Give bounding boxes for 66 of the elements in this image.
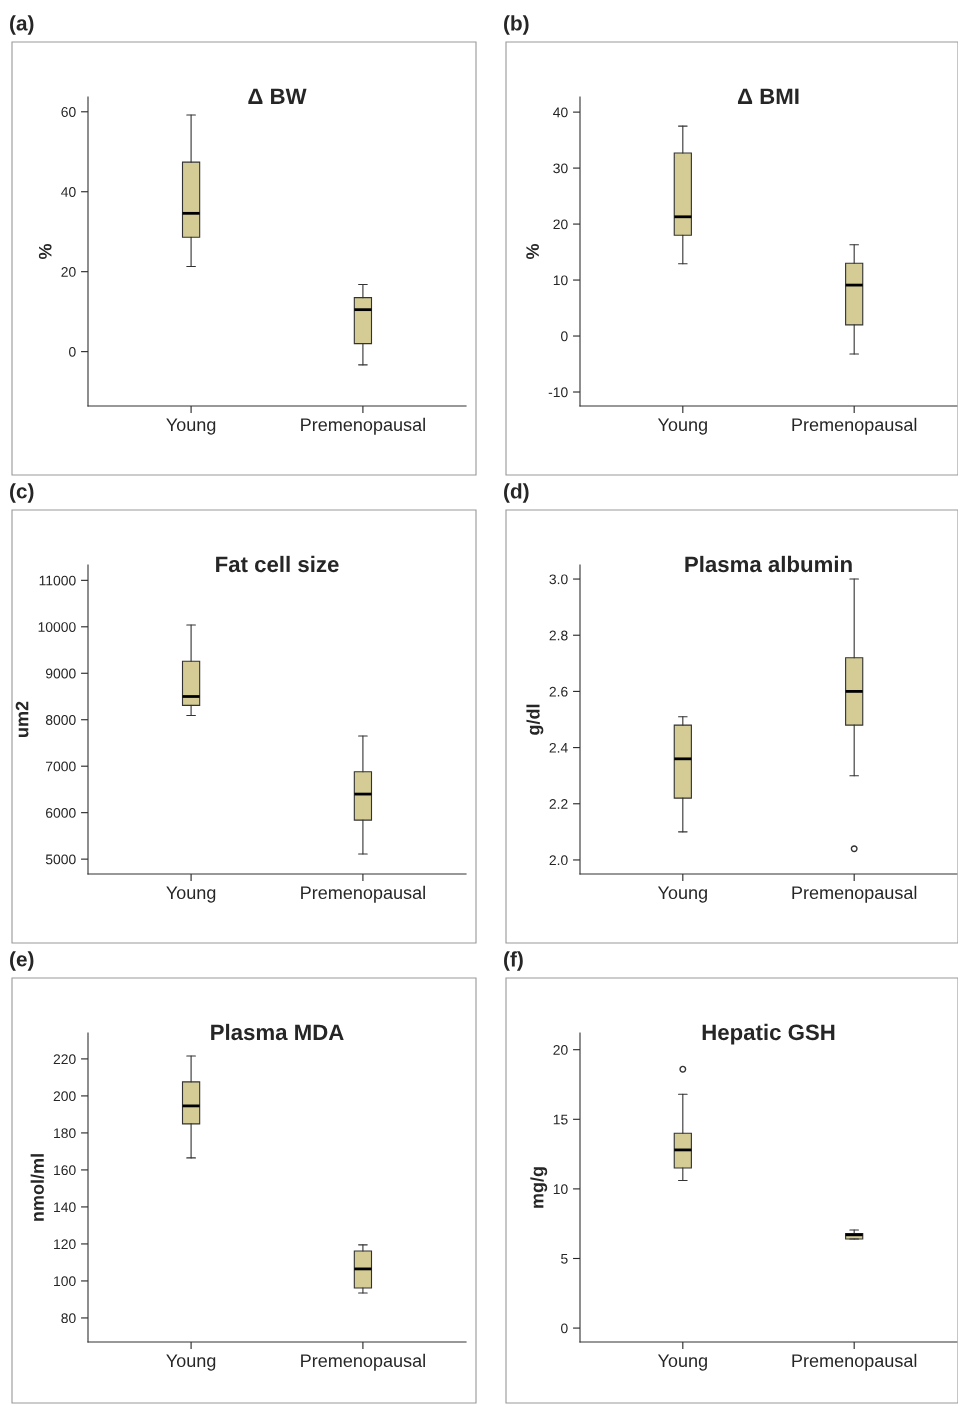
y-tick-label: 11000 xyxy=(39,575,76,586)
x-tick-label: Young xyxy=(657,418,707,435)
chart-title: Δ BMI xyxy=(737,88,799,104)
y-tick-label: 20 xyxy=(553,219,568,230)
text: (b) xyxy=(504,15,529,35)
x-tick-label: Young xyxy=(166,886,216,903)
y-tick-label: 5000 xyxy=(45,854,76,865)
text: (e) xyxy=(10,951,34,971)
x-tick-label: Premenopausal xyxy=(301,1353,425,1371)
chart-title: Hepatic GSH xyxy=(702,1023,835,1045)
y-axis-title: g/dl xyxy=(526,704,544,735)
y-tick-label: 2.8 xyxy=(549,630,568,641)
y-tick-label: 2.4 xyxy=(549,742,568,753)
y-tick-label: 2.0 xyxy=(549,855,568,866)
x-tick-label: Young xyxy=(657,886,707,903)
y-tick-label: 2.6 xyxy=(549,686,568,697)
text: (c) xyxy=(10,483,34,503)
y-tick-label: 120 xyxy=(54,1239,76,1250)
chart-title: Plasma albumin xyxy=(685,555,852,573)
x-tick-label: Premenopausal xyxy=(301,417,425,435)
y-tick-label: -10 xyxy=(548,387,568,398)
y-tick-label: 60 xyxy=(61,107,76,117)
y-tick-label: 5 xyxy=(561,1253,568,1264)
y-tick-label: 20 xyxy=(61,267,76,277)
x-tick-label: Premenopausal xyxy=(792,1353,917,1371)
y-tick-label: 9000 xyxy=(45,668,76,679)
y-tick-label: 200 xyxy=(53,1091,76,1102)
x-tick-label: Premenopausal xyxy=(792,417,917,435)
y-tick-label: 6000 xyxy=(46,808,76,818)
y-tick-label: 20 xyxy=(553,1045,568,1055)
y-tick-label: 40 xyxy=(553,107,568,118)
chart-title: Δ BW xyxy=(248,88,307,104)
y-tick-label: 30 xyxy=(553,163,568,174)
y-tick-label: 3.0 xyxy=(549,574,568,585)
chart-title: Plasma MDA xyxy=(211,1023,344,1041)
y-tick-label: 180 xyxy=(54,1128,76,1139)
x-tick-label: Premenopausal xyxy=(792,885,917,903)
y-axis-title: um2 xyxy=(15,701,29,737)
x-tick-label: Young xyxy=(166,418,216,435)
y-tick-label: 10000 xyxy=(38,622,76,632)
y-tick-label: 2.2 xyxy=(549,799,568,809)
y-tick-label: 7000 xyxy=(46,761,76,772)
y-tick-label: 80 xyxy=(61,1313,76,1324)
x-tick-label: Young xyxy=(657,1354,707,1371)
y-tick-label: 8000 xyxy=(45,715,76,725)
y-tick-label: 140 xyxy=(54,1202,76,1213)
y-tick-label: 100 xyxy=(54,1276,76,1287)
y-tick-label: 0 xyxy=(69,346,76,357)
x-tick-label: Young xyxy=(166,1354,216,1371)
y-tick-label: 160 xyxy=(54,1165,76,1176)
y-tick-label: 0 xyxy=(561,331,568,342)
text: (d) xyxy=(504,483,529,503)
y-tick-label: 10 xyxy=(553,275,568,286)
y-tick-label: 40 xyxy=(61,187,76,197)
chart-title: Fat cell size xyxy=(216,555,339,573)
x-tick-label: Premenopausal xyxy=(301,885,425,903)
y-axis-title: nmol/ml xyxy=(30,1154,45,1221)
text: (f) xyxy=(504,951,523,971)
y-tick-label: 15 xyxy=(553,1114,568,1125)
y-tick-label: 0 xyxy=(561,1323,568,1334)
y-axis-title: % xyxy=(526,243,539,260)
y-axis-title: % xyxy=(38,243,52,260)
text: (a) xyxy=(10,15,34,35)
y-axis-title: mg/g xyxy=(530,1167,548,1208)
y-tick-label: 220 xyxy=(53,1054,76,1065)
y-tick-label: 10 xyxy=(553,1184,568,1195)
